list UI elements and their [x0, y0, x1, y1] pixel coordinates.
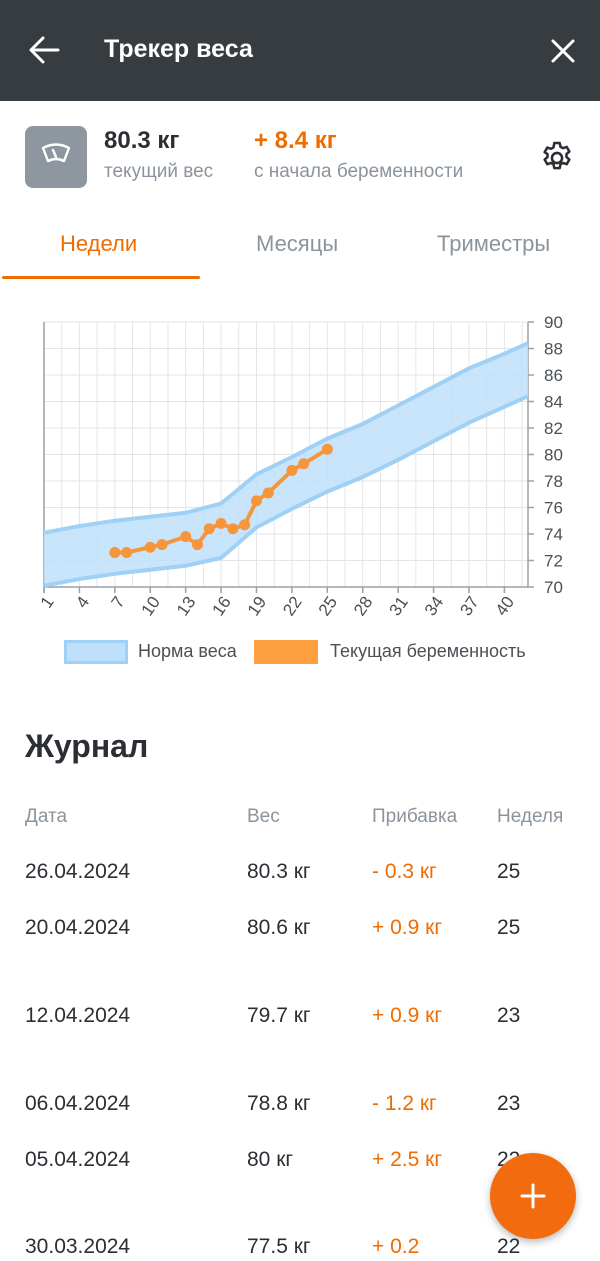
current-weight-value: 80.3 кг — [104, 127, 180, 154]
journal-title: Журнал — [25, 728, 149, 764]
current-weight-point — [109, 547, 121, 559]
page-title: Трекер веса — [104, 35, 253, 63]
row-date: 12.04.2024 — [25, 1004, 131, 1027]
y-tick-label: 90 — [544, 313, 563, 332]
x-tick-label: 16 — [208, 593, 234, 619]
row-week: 23 — [497, 1004, 521, 1027]
col-header-date: Дата — [25, 806, 68, 827]
legend-current-label: Текущая беременность — [330, 641, 526, 661]
scale-icon — [41, 143, 71, 163]
period-tabs: Недели Месяцы Триместры — [0, 211, 600, 281]
y-tick-label: 86 — [544, 366, 563, 385]
tab-trimesters[interactable]: Триместры — [437, 231, 551, 256]
y-tick-label: 84 — [544, 393, 563, 412]
x-tick-label: 1 — [37, 593, 58, 612]
row-gain: + 2.5 кг — [372, 1148, 442, 1171]
total-gain-value: + 8.4 кг — [254, 127, 337, 154]
col-header-weight: Вес — [247, 806, 280, 827]
x-tick-label: 31 — [385, 593, 411, 619]
arrow-left-icon[interactable] — [24, 30, 64, 70]
row-date: 26.04.2024 — [25, 860, 131, 883]
row-week: 25 — [497, 916, 521, 939]
current-weight-point — [144, 541, 156, 553]
row-week: 25 — [497, 860, 521, 883]
row-weight: 77.5 кг — [247, 1235, 311, 1258]
x-tick-label: 7 — [108, 593, 129, 612]
y-tick-label: 88 — [544, 340, 563, 359]
row-gain: + 0.2 — [372, 1235, 420, 1258]
row-weight: 80 кг — [247, 1148, 294, 1171]
x-tick-label: 19 — [244, 593, 270, 619]
row-gain: - 0.3 кг — [372, 860, 437, 883]
current-weight-point — [215, 517, 227, 529]
current-weight-point — [191, 539, 203, 551]
current-weight-point — [321, 443, 333, 455]
legend-norm-label: Норма веса — [138, 641, 237, 661]
total-gain-label: с начала беременности — [254, 161, 464, 182]
x-tick-label: 37 — [456, 593, 482, 619]
current-weight-point — [298, 458, 310, 470]
active-tab-indicator — [2, 276, 200, 279]
col-header-gain: Прибавка — [372, 806, 458, 827]
x-tick-label: 10 — [138, 593, 164, 619]
weight-summary: 80.3 кг текущий вес + 8.4 кг с начала бе… — [0, 101, 600, 211]
x-tick-label: 22 — [279, 593, 305, 619]
chart-legend: Норма веса Текущая беременность — [0, 638, 600, 668]
x-tick-label: 28 — [350, 593, 376, 619]
current-weight-point — [156, 539, 168, 551]
x-tick-label: 40 — [492, 593, 518, 619]
row-gain: + 0.9 кг — [372, 916, 442, 939]
current-weight-point — [180, 531, 192, 543]
y-tick-label: 78 — [544, 472, 563, 491]
y-tick-label: 82 — [544, 419, 563, 438]
legend-current-swatch — [254, 640, 318, 664]
current-weight-point — [286, 464, 298, 476]
norm-band-lower — [43, 394, 529, 588]
close-icon[interactable] — [544, 32, 582, 70]
current-weight-point — [121, 547, 133, 559]
y-tick-label: 72 — [544, 552, 563, 571]
row-weight: 78.8 кг — [247, 1092, 311, 1115]
row-date: 20.04.2024 — [25, 916, 131, 939]
row-date: 06.04.2024 — [25, 1092, 131, 1115]
y-tick-label: 76 — [544, 499, 563, 518]
tab-weeks[interactable]: Недели — [60, 231, 138, 256]
current-weight-point — [250, 495, 262, 507]
col-header-week: Неделя — [497, 806, 564, 827]
plus-icon — [520, 1183, 546, 1209]
x-tick-label: 25 — [315, 593, 341, 619]
weight-chart: 70 72 74 76 78 80 82 84 86 88 90 1 4 7 10 13 16 19 22 25 28 3… — [37, 313, 563, 619]
y-tick-label: 74 — [544, 525, 563, 544]
norm-band-area — [44, 343, 528, 586]
add-entry-button[interactable] — [490, 1153, 576, 1239]
gear-icon[interactable] — [538, 139, 576, 177]
norm-band-upper — [43, 341, 529, 535]
current-weight-point — [227, 523, 239, 535]
current-weight-point — [262, 487, 274, 499]
legend-norm-swatch — [64, 640, 128, 664]
app-bar: Трекер веса — [0, 0, 600, 101]
x-tick-label: 4 — [72, 593, 93, 612]
current-weight-label: текущий вес — [104, 161, 214, 182]
tab-months[interactable]: Месяцы — [256, 231, 339, 256]
row-weight: 79.7 кг — [247, 1004, 311, 1027]
row-date: 05.04.2024 — [25, 1148, 131, 1171]
row-weight: 80.3 кг — [247, 860, 311, 883]
y-tick-label: 80 — [544, 446, 563, 465]
row-gain: - 1.2 кг — [372, 1092, 437, 1115]
row-gain: + 0.9 кг — [372, 1004, 442, 1027]
row-week: 23 — [497, 1092, 521, 1115]
x-tick-label: 34 — [421, 593, 447, 619]
x-tick-label: 13 — [173, 593, 199, 619]
row-week: 22 — [497, 1235, 521, 1258]
y-tick-label: 70 — [544, 578, 563, 597]
row-weight: 80.6 кг — [247, 916, 311, 939]
current-weight-point — [203, 523, 215, 535]
scale-tile — [25, 126, 87, 188]
row-date: 30.03.2024 — [25, 1235, 131, 1258]
current-weight-point — [239, 519, 251, 531]
